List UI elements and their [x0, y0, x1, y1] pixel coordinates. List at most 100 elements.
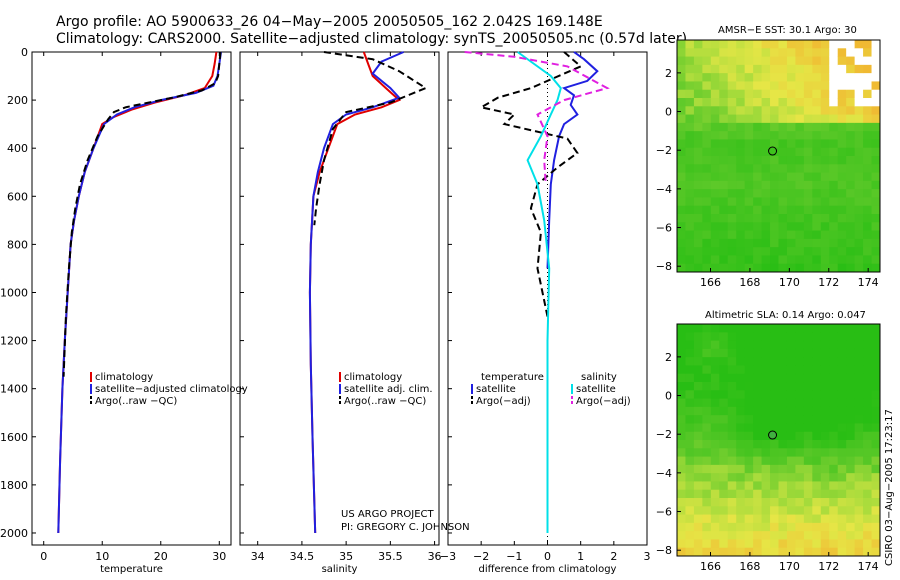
sst-map-cell [710, 106, 720, 116]
sla-map-cell [846, 547, 856, 557]
sst-map-cell [744, 73, 754, 82]
sla-map-cell [693, 340, 703, 350]
sla-map-cell [736, 547, 746, 557]
sla-map-heatmap [677, 324, 881, 557]
sst-map-cell [803, 164, 813, 174]
temperature-ytick-label: 600 [7, 190, 28, 203]
sst-map-cell [685, 139, 695, 149]
sst-map-cell [677, 98, 686, 107]
sst-map-cell [863, 98, 873, 107]
sla-map-cell [846, 514, 856, 524]
sst-map-cell [795, 172, 805, 182]
sla-map-cell [846, 398, 856, 408]
sla-map-xtick-label: 172 [818, 560, 839, 573]
sst-map-cell [812, 189, 822, 198]
sst-map-cell [795, 89, 805, 99]
sla-map-cell [778, 498, 788, 507]
sst-map-cell [744, 131, 754, 140]
sla-map-cell [786, 440, 796, 449]
sst-map-cell [727, 230, 737, 240]
sst-map-cell [854, 40, 864, 49]
sla-map-cell [693, 440, 703, 449]
sla-map-cell [719, 440, 729, 449]
sla-map-cell [727, 539, 737, 549]
sla-map-cell [744, 514, 754, 524]
sla-map-cell [854, 373, 864, 383]
sla-map-cell [846, 456, 856, 466]
sla-map-cell [702, 382, 712, 391]
sla-map-cell [871, 440, 881, 449]
salinity-legend-entry: satellite adj. clim. [344, 384, 433, 395]
sst-map-cell [786, 156, 796, 165]
sla-map-cell [719, 431, 729, 441]
sst-map-cell [871, 172, 881, 182]
sla-map-cell [854, 448, 864, 458]
sst-map-cell [795, 238, 805, 248]
sst-map-cell [795, 73, 805, 82]
sst-map-cell [786, 172, 796, 182]
sst-map-cell [803, 172, 813, 182]
sla-map-cell [871, 431, 881, 441]
sla-map-cell [812, 448, 822, 458]
sla-map-cell [795, 332, 805, 342]
sst-map-xtick-label: 174 [858, 276, 879, 289]
sst-map-cell [854, 238, 864, 248]
sla-map-xtick-label: 170 [779, 560, 800, 573]
sla-map-cell [685, 357, 695, 366]
sst-map-cell [719, 64, 729, 74]
sla-map-cell [677, 390, 686, 400]
sst-map-cell [761, 40, 771, 49]
sla-map-cell [677, 498, 686, 507]
sst-map-cell [778, 255, 788, 265]
sst-map-cell [871, 164, 881, 174]
sst-map-cell [871, 189, 881, 198]
sst-map-cell [744, 263, 754, 273]
sst-map-cell [710, 189, 720, 198]
sst-map-cell [719, 40, 729, 49]
sst-map-cell [778, 263, 788, 273]
sla-map-cell [837, 522, 847, 532]
sst-map-cell [719, 131, 729, 140]
temperature-ytick-label: 1600 [0, 431, 28, 444]
sla-map-cell [677, 506, 686, 516]
sst-map-cell [803, 81, 813, 91]
sla-map-cell [710, 431, 720, 441]
sla-map-cell [770, 464, 779, 474]
sst-map-cell [702, 180, 712, 190]
sst-map-cell [795, 98, 805, 107]
sla-map-cell [786, 481, 796, 491]
sst-map-frame [676, 39, 881, 273]
sla-map-cell [719, 522, 729, 532]
sst-map-cell [753, 255, 763, 265]
sst-map-cell [744, 205, 754, 215]
sla-map-cell [786, 531, 796, 540]
sla-map-title: Altimetric SLA: 0.14 Argo: 0.047 [705, 310, 866, 321]
sla-map-cell [786, 365, 796, 375]
sla-map-cell [829, 415, 839, 424]
sla-map-cell [727, 340, 737, 350]
sst-map-cell [786, 230, 796, 240]
sst-map-cell [812, 205, 822, 215]
sla-map-cell [846, 498, 856, 507]
sla-map-cell [795, 440, 805, 449]
salinity-frame [239, 51, 440, 546]
sla-map-cell [778, 398, 788, 408]
sst-map-cell [778, 147, 788, 157]
sla-map-cell [727, 514, 737, 524]
sst-map-cell [829, 56, 839, 66]
temperature-series-satellite [57, 51, 222, 534]
sla-map-cell [719, 415, 729, 424]
sla-map-cell [820, 489, 830, 499]
sst-map-cell [778, 81, 788, 91]
sla-map-cell [736, 456, 746, 466]
sst-map-cell [786, 164, 796, 174]
sla-map-cell [727, 481, 737, 491]
sla-map-cell [770, 481, 779, 491]
temperature-ytick-label: 1000 [0, 286, 28, 299]
sla-map-cell [846, 406, 856, 416]
sst-map-cell [786, 122, 796, 132]
sla-map-cell [778, 464, 788, 474]
sst-map-cell [753, 147, 763, 157]
sla-map-cell [727, 390, 737, 400]
sst-map-cell [702, 122, 712, 132]
